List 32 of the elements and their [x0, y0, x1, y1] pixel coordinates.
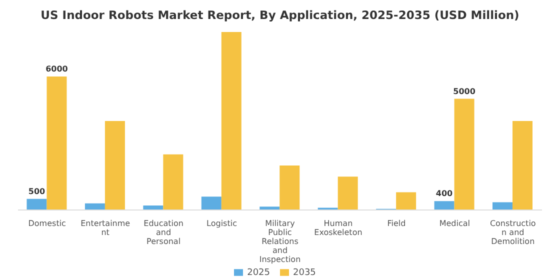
- x-tick-label: Logistic: [206, 219, 237, 228]
- x-tick-label: Construction and Demolition: [490, 219, 536, 246]
- legend-label: 2035: [293, 268, 316, 278]
- bar: [492, 202, 513, 210]
- x-tick-label: Human Exoskeleton: [314, 219, 362, 237]
- bar: [163, 154, 184, 210]
- x-tick-label: Military Public Relations and Inspection: [259, 219, 301, 264]
- chart-title: US Indoor Robots Market Report, By Application, 2025-2035 (USD Million): [40, 8, 520, 24]
- legend-label: 2025: [247, 268, 270, 278]
- x-tick-label: Domestic: [28, 219, 66, 228]
- data-label: 5000: [453, 86, 476, 96]
- bar: [280, 166, 300, 210]
- bar: [143, 206, 164, 210]
- bar: [434, 201, 454, 210]
- x-tick-label: Entertainment: [80, 219, 130, 237]
- bar: [84, 203, 105, 210]
- bar: [260, 206, 280, 210]
- bar: [201, 196, 222, 210]
- bar: [338, 176, 358, 210]
- x-tick-label: Education and Personal: [144, 219, 184, 246]
- bar: [46, 76, 67, 210]
- data-label: 400: [436, 189, 454, 198]
- bar: [396, 192, 416, 210]
- x-tick-label: Medical: [439, 219, 470, 228]
- bar: [512, 121, 533, 210]
- bar: [26, 198, 47, 210]
- data-label: 500: [28, 186, 46, 196]
- bar: [221, 32, 242, 210]
- x-tick-label: Field: [387, 219, 406, 228]
- bar: [104, 121, 125, 210]
- bar: [454, 98, 474, 210]
- data-label: 6000: [46, 64, 68, 74]
